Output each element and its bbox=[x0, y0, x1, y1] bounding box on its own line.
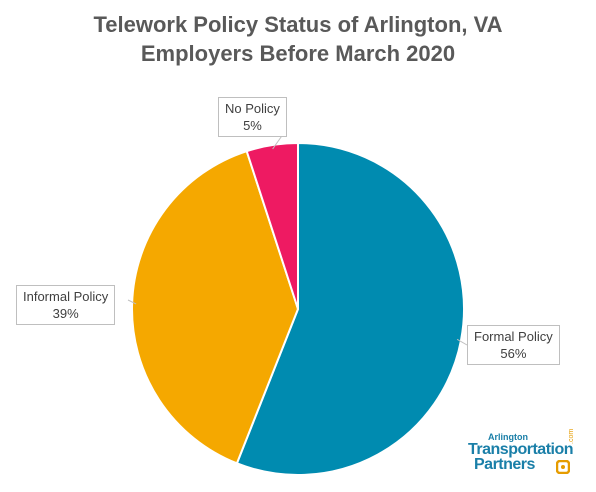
logo-suffix: .com bbox=[568, 428, 575, 444]
pie-slices bbox=[131, 141, 465, 476]
chart-title-line-1: Telework Policy Status of Arlington, VA bbox=[93, 12, 503, 37]
callout-informal-policy: Informal Policy 39% bbox=[16, 285, 116, 325]
pie-slice-informal-policy bbox=[131, 149, 300, 465]
callout-leader-line bbox=[127, 299, 137, 305]
logo-ring-icon bbox=[556, 460, 570, 474]
callout-value: 5% bbox=[243, 118, 262, 133]
callout-label: Formal Policy bbox=[474, 329, 553, 344]
callout-label: Informal Policy bbox=[23, 289, 109, 304]
arlington-transportation-partners-logo: Arlington Transportation Partners .com bbox=[466, 428, 586, 482]
logo-line-2: Transportation bbox=[468, 441, 574, 458]
callout-leader-line bbox=[456, 338, 468, 346]
callout-formal-policy: Formal Policy 56% bbox=[467, 325, 560, 365]
logo-line-1: Arlington bbox=[488, 432, 528, 442]
pie-slice-formal-policy bbox=[235, 141, 465, 476]
callout-value: 39% bbox=[52, 306, 79, 321]
chart-title: Telework Policy Status of Arlington, VA … bbox=[0, 10, 596, 68]
pie-slice-no-policy bbox=[245, 141, 299, 310]
callout-value: 56% bbox=[500, 346, 527, 361]
chart-title-line-2: Employers Before March 2020 bbox=[140, 41, 456, 66]
callout-no-policy: No Policy 5% bbox=[218, 97, 287, 137]
callout-label: No Policy bbox=[225, 101, 280, 116]
logo-line-3: Partners bbox=[474, 456, 535, 473]
